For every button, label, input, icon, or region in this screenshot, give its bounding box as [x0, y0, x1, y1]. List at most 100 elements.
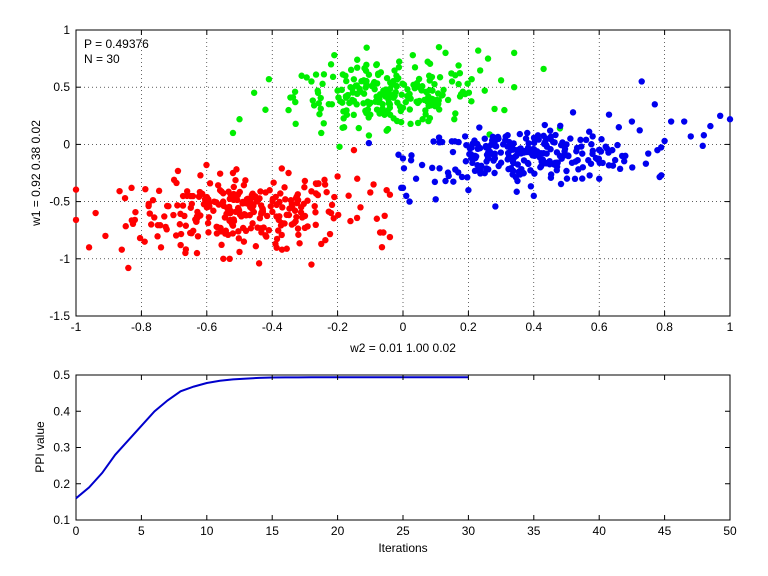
scatter-point: [188, 229, 195, 237]
scatter-point: [183, 188, 191, 195]
scatter-point: [149, 196, 157, 204]
scatter-point: [468, 98, 475, 105]
scatter-point: [543, 150, 550, 157]
scatter-point: [177, 230, 185, 238]
scatter-point: [350, 76, 358, 83]
scatter-point: [317, 94, 324, 102]
scatter-point: [250, 89, 258, 96]
scatter-point: [638, 78, 645, 85]
scatter-point: [301, 212, 309, 220]
line-y-label: PPI value: [33, 421, 47, 473]
scatter-point: [524, 159, 531, 167]
scatter-point: [407, 120, 414, 128]
scatter-point: [355, 124, 362, 132]
scatter-point: [295, 231, 302, 238]
scatter-point: [173, 179, 180, 187]
scatter-point: [225, 203, 233, 211]
scatter-point: [206, 180, 214, 187]
scatter-point: [605, 149, 612, 156]
scatter-point: [455, 80, 462, 88]
scatter-point: [597, 148, 605, 155]
scatter-point: [262, 232, 269, 239]
scatter-point: [636, 127, 643, 134]
scatter-point: [567, 135, 574, 142]
scatter-point: [510, 155, 517, 162]
scatter-point: [72, 216, 80, 224]
scatter-point: [136, 234, 144, 242]
scatter-point: [373, 61, 380, 69]
scatter-point: [397, 107, 405, 115]
scatter-point: [546, 127, 554, 134]
scatter-point: [195, 193, 203, 200]
scatter-point: [656, 173, 663, 181]
scatter-point: [236, 248, 243, 256]
y-tick-label: 1: [63, 23, 70, 37]
scatter-point: [547, 174, 555, 181]
scatter-point: [573, 144, 581, 152]
scatter-point: [308, 261, 315, 268]
scatter-point: [102, 232, 109, 240]
scatter-point: [681, 118, 688, 125]
scatter-point: [287, 94, 294, 101]
x-tick-label: 10: [200, 524, 214, 538]
scatter-point: [148, 221, 155, 228]
scatter-point: [279, 204, 286, 211]
scatter-point: [269, 208, 276, 216]
scatter-point: [428, 73, 436, 81]
scatter-point: [241, 210, 248, 218]
scatter-point: [142, 185, 149, 193]
scatter-point: [263, 212, 271, 220]
scatter-point: [318, 129, 325, 137]
scatter-point: [181, 212, 188, 220]
scatter-point: [323, 188, 330, 196]
scatter-point: [226, 255, 233, 262]
scatter-point: [363, 61, 370, 69]
scatter-point: [537, 163, 545, 170]
scatter-point: [463, 141, 470, 149]
y-tick-label: -0.5: [49, 195, 70, 209]
scatter-point: [229, 129, 237, 137]
scatter-point: [281, 184, 288, 191]
scatter-point: [300, 200, 307, 208]
scatter-point: [407, 95, 414, 102]
scatter-point: [365, 132, 373, 139]
scatter-point: [72, 186, 80, 193]
scatter-point: [509, 171, 516, 178]
scatter-point: [461, 133, 469, 140]
scatter-point: [278, 231, 285, 239]
scatter-point: [393, 76, 401, 83]
x-tick-label: 30: [462, 524, 476, 538]
scatter-point: [331, 193, 338, 201]
scatter-point: [345, 192, 352, 199]
scatter-point: [273, 235, 281, 243]
scatter-point: [301, 184, 308, 191]
scatter-point: [598, 136, 605, 143]
scatter-point: [394, 99, 401, 106]
scatter-point: [409, 51, 417, 59]
y-tick-label: 0.4: [53, 404, 70, 418]
scatter-point: [385, 90, 392, 98]
x-tick-label: -0.6: [196, 320, 217, 334]
scatter-point: [204, 219, 212, 227]
scatter-point: [269, 197, 276, 205]
scatter-point: [588, 141, 595, 148]
scatter-point: [481, 135, 488, 142]
scatter-point: [434, 90, 442, 97]
scatter-point: [353, 214, 361, 222]
scatter-point: [558, 155, 565, 162]
scatter-point: [436, 165, 443, 172]
scatter-point: [450, 178, 457, 185]
scatter-point: [350, 146, 358, 154]
scatter-point: [667, 118, 675, 125]
y-tick-label: 0.2: [53, 477, 70, 491]
scatter-point: [85, 244, 93, 251]
scatter-point: [431, 178, 439, 186]
scatter-point: [248, 191, 256, 199]
scatter-point: [618, 152, 626, 160]
scatter-point: [553, 149, 561, 156]
scatter-point: [445, 172, 452, 180]
scatter-point: [442, 177, 449, 185]
scatter-point: [398, 184, 405, 192]
scatter-point: [628, 118, 636, 125]
scatter-point: [214, 182, 222, 189]
